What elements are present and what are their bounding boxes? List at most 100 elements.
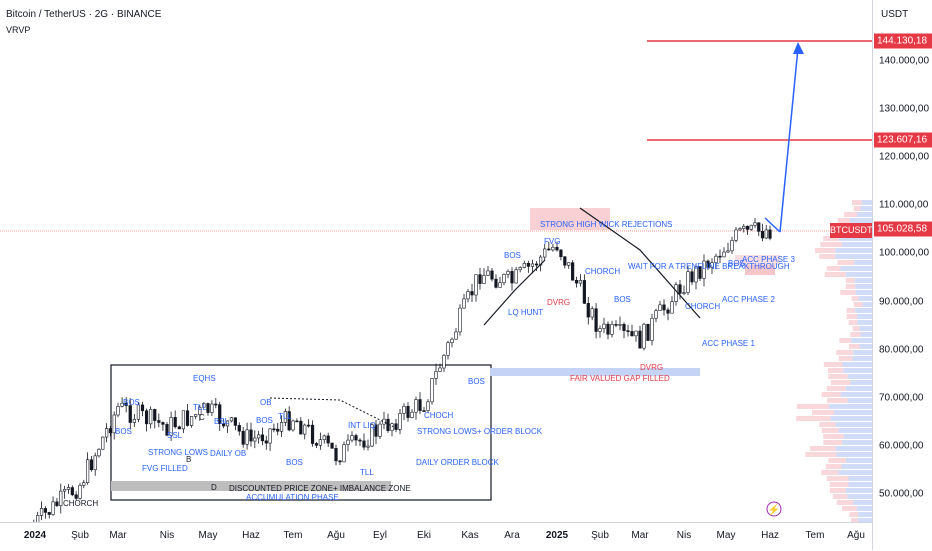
annotation-chorch[interactable]: CHORCH: [685, 302, 720, 311]
annotation-bos[interactable]: BOS: [614, 295, 631, 304]
candle-body: [654, 310, 658, 319]
volume-bar-buy: [842, 242, 872, 247]
candle-body: [268, 428, 272, 444]
annotation-bos[interactable]: BOS: [468, 377, 485, 386]
annotation-daily-ob[interactable]: DAILY OB: [210, 449, 246, 458]
volume-bar-sell: [837, 218, 851, 223]
volume-bar-buy: [854, 260, 872, 265]
candle-body: [574, 279, 579, 284]
symbol-badge: BTCUSDT: [830, 223, 873, 238]
volume-bar-buy: [855, 284, 872, 289]
annotation-dvrg[interactable]: DVRG: [547, 298, 570, 307]
fair-value-gap-zone: [490, 368, 700, 376]
annotation-tll[interactable]: TLL: [193, 403, 207, 412]
candle-body: [149, 409, 153, 425]
price-tick: 110.000,00: [879, 199, 929, 211]
candle-body: [494, 278, 498, 288]
annotation-fair-value[interactable]: FAIR VALUED GAP FILLED: [570, 374, 670, 383]
volume-bar-sell: [805, 452, 837, 457]
volume-bar-sell: [845, 284, 856, 289]
annotation-d[interactable]: D: [211, 483, 217, 492]
volume-bar-buy: [829, 404, 872, 409]
time-tick: May: [198, 530, 218, 541]
annotation-acc2[interactable]: ACC PHASE 2: [722, 295, 775, 304]
volume-bar-buy: [851, 338, 872, 343]
annotation-ob[interactable]: OB: [260, 398, 272, 407]
candle-body: [446, 342, 450, 356]
annotation-tll[interactable]: TLL: [278, 412, 292, 421]
annotation-discount-zone[interactable]: DISCOUNTED PRICE ZONE+ IMBALANCE ZONE: [229, 484, 411, 493]
volume-bar-sell: [850, 332, 861, 337]
candle-body: [410, 411, 414, 418]
annotation-fvg-filled[interactable]: FVG FILLED: [142, 464, 188, 473]
annotation-wait-trendline[interactable]: WAIT FOR A TRENFLINE BREAKTHROUGH: [628, 262, 790, 271]
annotation-bos[interactable]: BOS: [728, 259, 745, 268]
candle-body: [190, 416, 194, 426]
annotation-choch[interactable]: CHOCH: [424, 411, 454, 420]
annotation-bos[interactable]: BOS: [115, 427, 132, 436]
annotation-b[interactable]: B: [186, 455, 191, 464]
annotation-bos[interactable]: BOS: [286, 458, 303, 467]
volume-bar-sell: [819, 422, 836, 427]
volume-bar-sell: [826, 476, 849, 481]
candle-body: [606, 323, 610, 335]
price-axis[interactable]: USDT 140.000,00 130.000,00 120.000,00 110.0…: [872, 0, 932, 550]
symbol-title[interactable]: Bitcoin / TetherUS · 2G · BINANCE: [6, 9, 162, 20]
candle-body: [514, 269, 518, 284]
annotation-bsl[interactable]: BSL: [214, 417, 230, 426]
candle-body: [634, 330, 638, 337]
price-tick: 70.000,00: [879, 392, 924, 404]
volume-bar-sell: [821, 392, 841, 397]
annotation-accumulation[interactable]: ACCUMULATION PHASE: [246, 493, 339, 502]
time-tick: Ağu: [847, 530, 865, 541]
candle-body: [578, 280, 583, 284]
time-axis[interactable]: 2024 Şub Mar Nis May Haz Tem Ağu Eyl Eki Kas Ara 202…: [0, 522, 872, 551]
candle-body: [714, 255, 718, 264]
candle-body: [173, 417, 177, 428]
volume-bar-sell: [819, 254, 836, 259]
annotation-acc3[interactable]: ACC PHASE 3: [742, 255, 795, 264]
candle-body: [253, 437, 257, 442]
annotation-dvrg[interactable]: DVRG: [640, 363, 663, 372]
candle-body: [272, 428, 276, 431]
annotation-eqhs[interactable]: EQHS: [193, 374, 216, 383]
annotation-int-liq[interactable]: INT LIQ: [348, 421, 376, 430]
time-tick: Kas: [461, 530, 479, 541]
annotation-ssl[interactable]: SSL: [167, 431, 183, 440]
volume-bar-sell: [837, 260, 855, 265]
indicator-label[interactable]: VRVP: [6, 25, 31, 35]
candle-body: [650, 317, 654, 341]
candle-body: [757, 222, 761, 232]
lightning-icon[interactable]: [766, 501, 782, 517]
volume-bar-sell: [821, 428, 839, 433]
annotation-c[interactable]: C: [199, 413, 205, 422]
annotation-acc1[interactable]: ACC PHASE 1: [702, 339, 755, 348]
candle-body: [555, 246, 559, 251]
candle-body: [334, 447, 338, 462]
candle-body: [307, 424, 311, 427]
price-tick: 100.000,00: [879, 247, 930, 259]
candle-body: [563, 256, 567, 266]
annotation-daily-order-block[interactable]: DAILY ORDER BLOCK: [416, 458, 500, 467]
currency-label[interactable]: USDT: [881, 9, 909, 20]
candle-body: [140, 404, 145, 412]
annotation-bos[interactable]: BOS: [123, 398, 140, 407]
annotation-tll[interactable]: TLL: [360, 468, 374, 477]
annotation-lq-hunt[interactable]: LQ HUNT: [508, 308, 543, 317]
annotation-bos[interactable]: BOS: [256, 416, 273, 425]
candle-body: [153, 409, 157, 421]
annotation-fvg[interactable]: FVG: [544, 237, 560, 246]
volume-bar-buy: [855, 290, 872, 295]
volume-bar-buy: [847, 398, 872, 403]
annotation-strong-high[interactable]: STRONG HIGH WICK REJECTIONS: [540, 220, 672, 229]
time-tick: Nis: [676, 530, 692, 541]
candle-body: [264, 440, 268, 444]
volume-bar-sell: [840, 290, 856, 295]
annotation-strong-lows-ob[interactable]: STRONG LOWS+ ORDER BLOCK: [417, 427, 543, 436]
annotation-bos[interactable]: BOS: [504, 251, 521, 260]
candle-body: [222, 423, 226, 427]
annotation-choch-left[interactable]: CHORCH: [63, 499, 98, 508]
annotation-strong-lows[interactable]: STRONG LOWS: [148, 448, 208, 457]
annotation-chorch[interactable]: CHORCH: [585, 267, 620, 276]
